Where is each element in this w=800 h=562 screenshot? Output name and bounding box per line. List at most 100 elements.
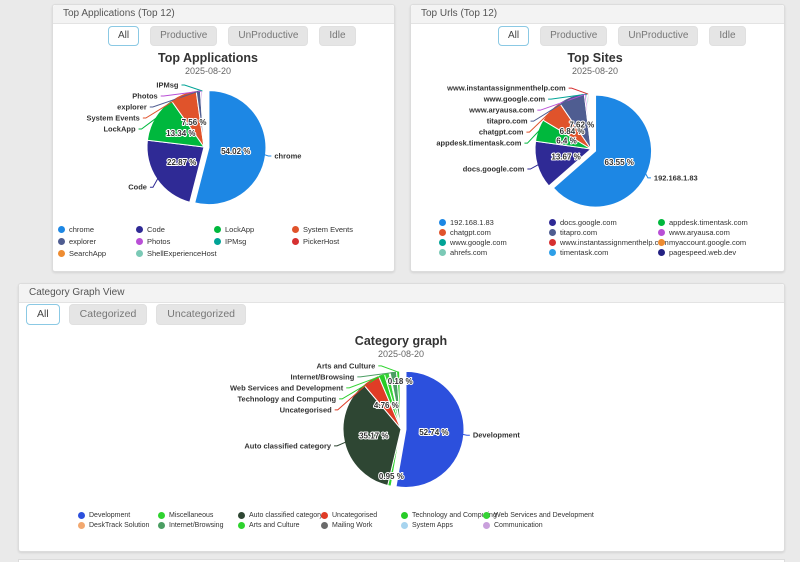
legend-item-pickerhost[interactable]: PickerHost: [292, 235, 396, 247]
pie-slice-code[interactable]: [146, 139, 205, 203]
legend-item-auto-classified-category[interactable]: Auto classified category: [238, 510, 323, 520]
legend-item-arts-and-culture[interactable]: Arts and Culture: [238, 520, 321, 530]
legend-item-searchapp[interactable]: SearchApp: [58, 247, 136, 259]
legend-item-web-services-and-development[interactable]: Web Services and Development: [483, 510, 623, 520]
callout-line: [181, 84, 203, 92]
pie-slice-name-label: Internet/Browsing: [291, 372, 355, 381]
callout-line: [149, 90, 199, 108]
callout-line: [334, 380, 372, 411]
legend-item-timentask-com[interactable]: timentask.com: [549, 247, 658, 257]
legend-label: Technology and Computing: [412, 511, 497, 519]
pie-slice-name-label: Technology and Computing: [238, 394, 337, 403]
pie-data-label: 4.76 %: [374, 401, 399, 410]
legend-item-lockapp[interactable]: LockApp: [214, 223, 292, 235]
filter-button-all[interactable]: All: [108, 26, 140, 46]
filter-button-categorized[interactable]: Categorized: [68, 304, 148, 325]
legend-item-pagespeed-web-dev[interactable]: pagespeed.web.dev: [658, 247, 786, 257]
legend-item-uncategorised[interactable]: Uncategorised: [321, 510, 401, 520]
top-applications-pie-chart: 54.02 % 22.87 % 13.34 % 7.56 % chrome IPMsg Ph…: [85, 80, 302, 206]
legend-label: Photos: [147, 236, 171, 246]
legend-marker: [292, 237, 299, 245]
pie-slice-name-label: System Events: [86, 114, 139, 123]
legend-marker: [658, 228, 665, 236]
legend-item-www-instantassignmenthelp-com[interactable]: www.instantassignmenthelp.com: [549, 237, 669, 247]
legend-marker: [58, 249, 65, 257]
callout-line: [378, 365, 399, 373]
legend-item-internet-browsing[interactable]: Internet/Browsing: [158, 520, 238, 530]
legend-item-miscellaneous[interactable]: Miscellaneous: [158, 510, 238, 520]
legend-marker: [78, 521, 85, 529]
legend-item-system-events[interactable]: System Events: [292, 223, 396, 235]
legend-item-docs-google-com[interactable]: docs.google.com: [549, 217, 658, 227]
legend-item-desktrack-solution[interactable]: DeskTrack Solution: [78, 520, 158, 530]
pie-slice-name-label: Photos: [132, 92, 157, 101]
pie-data-label: 7.62 %: [569, 121, 594, 130]
legend-item-www-aryausa-com[interactable]: www.aryausa.com: [658, 227, 786, 237]
filter-button-idle[interactable]: Idle: [319, 26, 356, 46]
legend-item-chatgpt-com[interactable]: chatgpt.com: [439, 227, 549, 237]
filter-button-unproductive[interactable]: UnProductive: [618, 26, 699, 46]
legend-item-ipmsg[interactable]: IPMsg: [214, 235, 292, 247]
legend-label: chrome: [69, 224, 95, 234]
legend-marker: [58, 225, 65, 233]
callout-line: [160, 90, 202, 97]
filter-group: All Productive UnProductive Idle: [108, 26, 356, 46]
legend-label: www.instantassignmenthelp.com: [560, 237, 669, 247]
chart-legend: chrome Code LockApp System Events explorer Ph…: [58, 223, 396, 259]
chart-subtitle: 2025-08-20: [377, 349, 425, 359]
next-panel-edge: [18, 559, 785, 562]
callout-line: [526, 110, 552, 133]
panel-header: Top Applications (Top 12): [53, 5, 394, 24]
legend-item-development[interactable]: Development: [78, 510, 158, 520]
filter-button-all[interactable]: All: [26, 304, 60, 325]
legend-item-shellexperiencehost[interactable]: ShellExperienceHost: [136, 247, 217, 259]
filter-group: All Productive UnProductive Idle: [498, 26, 746, 46]
filter-button-all[interactable]: All: [498, 26, 530, 46]
legend-item-chrome[interactable]: chrome: [58, 223, 136, 235]
filter-button-productive[interactable]: Productive: [150, 26, 218, 46]
legend-label: Code: [147, 224, 165, 234]
legend-item-myaccount-google-com[interactable]: myaccount.google.com: [658, 237, 786, 247]
legend-marker: [401, 511, 408, 519]
filter-button-idle[interactable]: Idle: [709, 26, 746, 46]
chart-subtitle: 2025-08-20: [184, 66, 232, 76]
callout-line: [524, 130, 540, 144]
pie-data-label: 13.34 %: [166, 129, 195, 138]
pie-data-label: 0.95 %: [379, 472, 404, 481]
filter-button-unproductive[interactable]: UnProductive: [228, 26, 309, 46]
pie-slice-name-label: chrome: [274, 151, 301, 160]
legend-item-appdesk-timentask-com[interactable]: appdesk.timentask.com: [658, 217, 786, 227]
filter-button-uncategorized[interactable]: Uncategorized: [156, 304, 247, 325]
legend-label: chatgpt.com: [450, 227, 491, 237]
chart-title: Top Applications: [158, 51, 258, 65]
legend-item-communication[interactable]: Communication: [483, 520, 623, 530]
legend-marker: [136, 249, 143, 257]
legend-item-ahrefs-com[interactable]: ahrefs.com: [439, 247, 549, 257]
legend-item-mailing-work[interactable]: Mailing Work: [321, 520, 401, 530]
legend-marker: [238, 521, 245, 529]
legend-marker: [483, 511, 490, 519]
legend-label: Development: [89, 511, 131, 519]
legend-item-technology-and-computing[interactable]: Technology and Computing: [401, 510, 497, 520]
legend-label: titapro.com: [560, 227, 598, 237]
legend-item-photos[interactable]: Photos: [136, 235, 214, 247]
legend-item-explorer[interactable]: explorer: [58, 235, 136, 247]
filter-button-productive[interactable]: Productive: [540, 26, 608, 46]
legend-marker: [292, 225, 299, 233]
legend-marker: [214, 225, 221, 233]
legend-marker: [483, 521, 490, 529]
legend-marker: [658, 248, 665, 256]
legend-item-code[interactable]: Code: [136, 223, 214, 235]
legend-item-www-google-com[interactable]: www.google.com: [439, 237, 549, 247]
pie-slice-192-168-1-83[interactable]: [552, 94, 653, 208]
legend-label: ahrefs.com: [450, 247, 488, 257]
legend-marker: [439, 248, 446, 256]
legend-item-system-apps[interactable]: System Apps: [401, 520, 483, 530]
pie-slice-name-label: Code: [128, 183, 147, 192]
legend-item-192-168-1-83[interactable]: 192.168.1.83: [439, 217, 549, 227]
pie-slice-name-label: docs.google.com: [463, 165, 525, 174]
legend-item-titapro-com[interactable]: titapro.com: [549, 227, 658, 237]
legend-marker: [238, 511, 245, 519]
legend-label: Communication: [494, 521, 543, 529]
legend-label: myaccount.google.com: [669, 237, 747, 247]
